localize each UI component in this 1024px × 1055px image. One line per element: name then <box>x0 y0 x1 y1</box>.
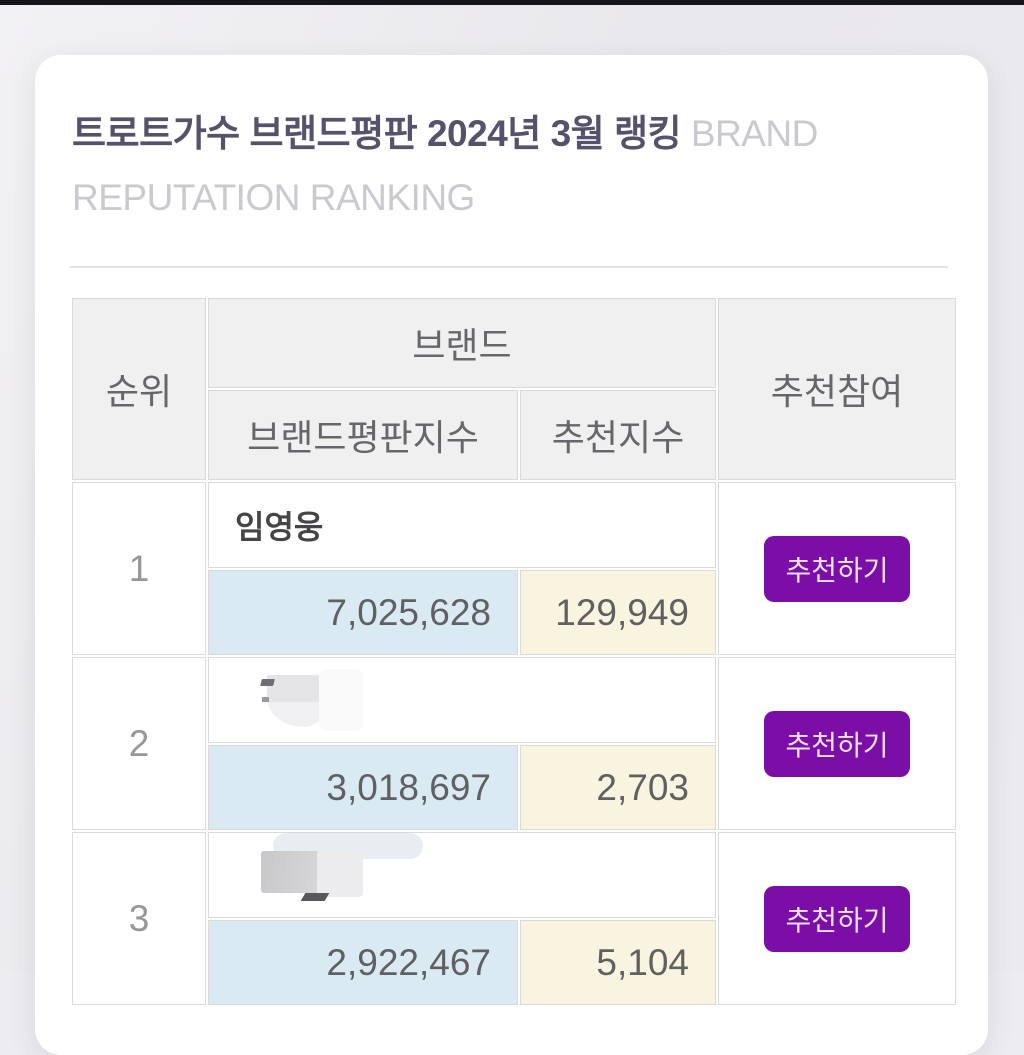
top-status-bar <box>0 0 1024 5</box>
recommend-index-value-1: 129,949 <box>520 570 716 656</box>
table-row-2-values: 3,018,697 2,703 <box>72 745 956 831</box>
table-row-1-values: 7,025,628 129,949 <box>72 570 956 656</box>
page-title-english: BRAND REPUTATION RANKING <box>72 113 818 218</box>
recommend-index-value-3: 5,104 <box>520 920 716 1006</box>
table-row-2: 2 추천하기 <box>72 657 956 831</box>
ranking-card: 트로트가수 브랜드평판 2024년 3월 랭킹 BRAND REPUTATION… <box>35 55 988 1055</box>
header-recommend-index: 추천지수 <box>520 390 716 481</box>
redacted-name-blur <box>260 669 363 732</box>
page-title-korean: 트로트가수 브랜드평판 2024년 3월 랭킹 <box>72 113 682 154</box>
brand-index-value-3: 2,922,467 <box>208 920 518 1006</box>
brand-index-value-2: 3,018,697 <box>208 745 518 831</box>
table-row-3: 3 추천하기 <box>72 832 956 1006</box>
table-row-1: 1 임영웅 추천하기 <box>72 482 956 656</box>
rank-value-2: 2 <box>72 657 206 831</box>
header-row-1: 순위 브랜드 추천참여 <box>72 298 956 481</box>
recommend-button-2[interactable]: 추천하기 <box>764 710 910 777</box>
header-rank: 순위 <box>72 298 206 481</box>
brand-name-2 <box>208 657 716 744</box>
recommend-index-value-2: 2,703 <box>520 745 716 831</box>
action-cell-1: 추천하기 <box>718 482 956 656</box>
action-cell-2: 추천하기 <box>718 657 956 831</box>
header-participate: 추천참여 <box>718 298 956 481</box>
recommend-button-3[interactable]: 추천하기 <box>764 885 910 952</box>
header-brand: 브랜드 <box>208 298 716 389</box>
header-row-2: 브랜드평판지수 추천지수 <box>72 390 956 481</box>
title-divider <box>70 266 948 269</box>
brand-name-1: 임영웅 <box>208 482 716 569</box>
page-title: 트로트가수 브랜드평판 2024년 3월 랭킹 BRAND REPUTATION… <box>70 102 950 229</box>
rank-value-1: 1 <box>72 482 206 656</box>
action-cell-3: 추천하기 <box>718 832 956 1006</box>
header-brand-index: 브랜드평판지수 <box>208 390 518 481</box>
brand-name-3 <box>208 832 716 919</box>
rank-value-3: 3 <box>72 832 206 1006</box>
redacted-name-blur <box>261 833 431 907</box>
brand-index-value-1: 7,025,628 <box>208 570 518 656</box>
recommend-button-1[interactable]: 추천하기 <box>764 535 910 602</box>
brand-reputation-table: 순위 브랜드 추천참여 브랜드평판지수 추천지수 1 임영웅 추천하기 <box>70 296 958 1008</box>
page-background: 트로트가수 브랜드평판 2024년 3월 랭킹 BRAND REPUTATION… <box>0 5 1024 1055</box>
